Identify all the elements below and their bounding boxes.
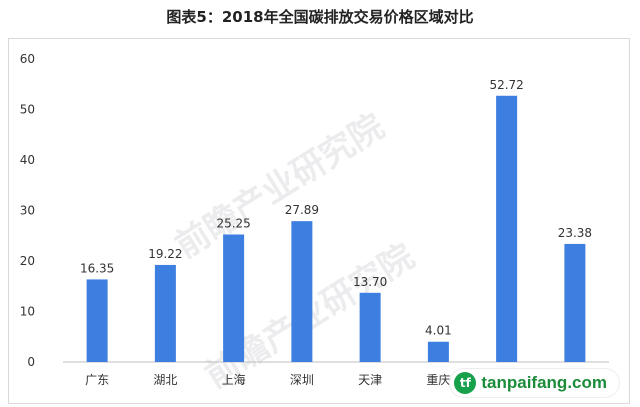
site-logo-icon: tf [454,372,477,394]
data-label: 52.72 [489,78,523,92]
x-tick-label: 上海 [222,372,246,387]
x-tick-label: 重庆 [426,373,450,387]
data-label: 4.01 [425,324,452,338]
data-label: 13.70 [353,275,387,289]
x-tick-label: 广东 [85,373,109,387]
y-tick-label: 0 [27,355,35,369]
site-badge[interactable]: tf tanpaifang.com [450,369,619,397]
bar [154,264,176,362]
y-tick-label: 40 [20,153,35,167]
bar [564,243,586,362]
x-tick-label: 湖北 [153,372,177,387]
bar-chart: 0 10 20 30 40 50 60 16.35 广东 19.22 湖北 25.25 上海 27.89 深… [20,52,609,387]
bar [291,221,313,362]
x-tick-label: 天津 [358,373,382,387]
bar [86,279,108,362]
y-tick-label: 20 [20,254,35,268]
data-label: 27.89 [285,203,319,217]
x-tick-label: 深圳 [290,373,314,387]
y-tick-label: 10 [20,305,35,319]
site-name: tanpaifang.com [481,373,607,392]
data-label: 25.25 [216,216,250,230]
bar [496,95,518,362]
data-label: 19.22 [148,247,182,261]
bar [223,234,245,362]
chart-title: 图表5：2018年全国碳排放交易价格区域对比 [166,8,474,26]
bar [427,341,449,362]
y-tick-label: 50 [20,103,35,117]
y-tick-label: 60 [20,52,35,66]
data-label: 16.35 [80,261,114,275]
bar [359,292,381,362]
chart-frame: 前瞻产业研究院 前瞻产业研究院 010203040506016.35广东19.2… [8,38,630,404]
data-label: 23.38 [558,226,592,240]
y-tick-label: 30 [20,204,35,218]
